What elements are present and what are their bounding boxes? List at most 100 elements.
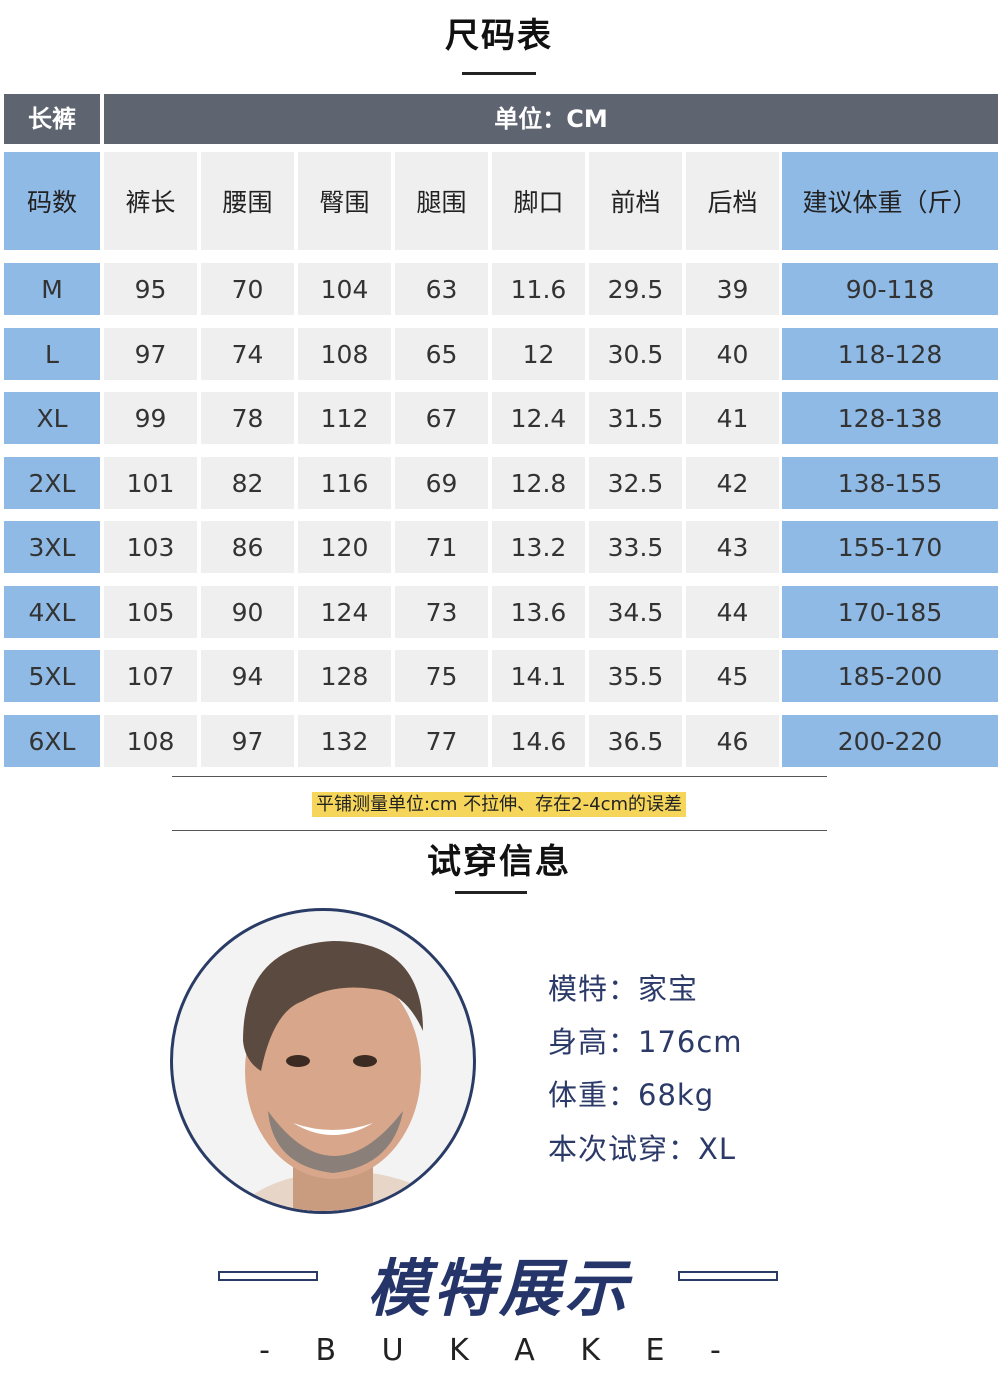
table-cell: 13.2 bbox=[492, 521, 585, 573]
table-cell: 90 bbox=[201, 586, 294, 638]
table-cell: 33.5 bbox=[589, 521, 682, 573]
page-title: 尺码表 bbox=[445, 16, 553, 56]
table-row: M 95 70 104 63 11.6 29.5 39 90-118 bbox=[4, 263, 998, 315]
table-row: XL 99 78 112 67 12.4 31.5 41 128-138 bbox=[4, 392, 998, 444]
table-cell: 132 bbox=[298, 715, 391, 767]
table-cell: 90-118 bbox=[782, 263, 998, 315]
size-cell: 2XL bbox=[4, 457, 100, 509]
table-cell: 73 bbox=[395, 586, 488, 638]
table-header-row: 码数 裤长 腰围 臀围 腿围 脚口 前档 后档 建议体重（斤） bbox=[4, 152, 998, 250]
table-row: 4XL 105 90 124 73 13.6 34.5 44 170-185 bbox=[4, 586, 998, 638]
measurement-note: 平铺测量单位:cm 不拉伸、存在2-4cm的误差 bbox=[0, 790, 998, 817]
table-cell: 12.4 bbox=[492, 392, 585, 444]
table-cell: 108 bbox=[298, 328, 391, 380]
measurement-note-text: 平铺测量单位:cm 不拉伸、存在2-4cm的误差 bbox=[311, 792, 687, 817]
table-row: 5XL 107 94 128 75 14.1 35.5 45 185-200 bbox=[4, 650, 998, 702]
table-cell: 104 bbox=[298, 263, 391, 315]
table-cell: 14.6 bbox=[492, 715, 585, 767]
column-header: 臀围 bbox=[298, 152, 391, 250]
table-cell: 43 bbox=[686, 521, 779, 573]
table-cell: 32.5 bbox=[589, 457, 682, 509]
table-cell: 105 bbox=[104, 586, 197, 638]
table-cell: 31.5 bbox=[589, 392, 682, 444]
header-separator bbox=[100, 94, 104, 144]
table-cell: 155-170 bbox=[782, 521, 998, 573]
table-cell: 12.8 bbox=[492, 457, 585, 509]
table-cell: 39 bbox=[686, 263, 779, 315]
table-row: L 97 74 108 65 12 30.5 40 118-128 bbox=[4, 328, 998, 380]
column-header: 建议体重（斤） bbox=[782, 152, 998, 250]
table-cell: 67 bbox=[395, 392, 488, 444]
brand-name: - B U K A K E - bbox=[259, 1333, 739, 1368]
table-cell: 41 bbox=[686, 392, 779, 444]
table-cell: 112 bbox=[298, 392, 391, 444]
note-divider-bottom bbox=[172, 830, 827, 831]
table-cell: 75 bbox=[395, 650, 488, 702]
column-header: 腿围 bbox=[395, 152, 488, 250]
table-cell: 185-200 bbox=[782, 650, 998, 702]
size-cell: 3XL bbox=[4, 521, 100, 573]
table-cell: 94 bbox=[201, 650, 294, 702]
model-tryon-size: 本次试穿：XL bbox=[548, 1132, 737, 1166]
column-header: 码数 bbox=[4, 152, 100, 250]
table-cell: 44 bbox=[686, 586, 779, 638]
table-cell: 42 bbox=[686, 457, 779, 509]
table-cell: 29.5 bbox=[589, 263, 682, 315]
table-cell: 63 bbox=[395, 263, 488, 315]
table-cell: 34.5 bbox=[589, 586, 682, 638]
table-cell: 120 bbox=[298, 521, 391, 573]
table-cell: 97 bbox=[104, 328, 197, 380]
table-cell: 107 bbox=[104, 650, 197, 702]
size-cell: 5XL bbox=[4, 650, 100, 702]
table-cell: 103 bbox=[104, 521, 197, 573]
table-cell: 45 bbox=[686, 650, 779, 702]
table-cell: 14.1 bbox=[492, 650, 585, 702]
decor-bar-right bbox=[678, 1271, 778, 1281]
table-cell: 101 bbox=[104, 457, 197, 509]
table-cell: 116 bbox=[298, 457, 391, 509]
table-cell: 108 bbox=[104, 715, 197, 767]
table-row: 2XL 101 82 116 69 12.8 32.5 42 138-155 bbox=[4, 457, 998, 509]
model-portrait-image bbox=[234, 941, 452, 1211]
model-avatar bbox=[170, 908, 476, 1214]
table-cell: 74 bbox=[201, 328, 294, 380]
size-cell: 4XL bbox=[4, 586, 100, 638]
table-cell: 70 bbox=[201, 263, 294, 315]
note-divider-top bbox=[172, 776, 827, 777]
table-row: 3XL 103 86 120 71 13.2 33.5 43 155-170 bbox=[4, 521, 998, 573]
table-cell: 99 bbox=[104, 392, 197, 444]
column-header: 腰围 bbox=[201, 152, 294, 250]
title-underline bbox=[462, 72, 536, 75]
table-cell: 200-220 bbox=[782, 715, 998, 767]
table-cell: 97 bbox=[201, 715, 294, 767]
size-cell: XL bbox=[4, 392, 100, 444]
model-height: 身高：176cm bbox=[548, 1025, 743, 1059]
table-cell: 35.5 bbox=[589, 650, 682, 702]
table-cell: 128 bbox=[298, 650, 391, 702]
table-cell: 13.6 bbox=[492, 586, 585, 638]
table-cell: 69 bbox=[395, 457, 488, 509]
table-category-label: 长裤 bbox=[28, 105, 76, 133]
table-cell: 65 bbox=[395, 328, 488, 380]
table-header-bar: 长裤 单位：CM bbox=[4, 94, 998, 144]
table-cell: 118-128 bbox=[782, 328, 998, 380]
column-header: 后档 bbox=[686, 152, 779, 250]
table-cell: 46 bbox=[686, 715, 779, 767]
tryon-section-title: 试穿信息 bbox=[427, 842, 571, 882]
table-cell: 82 bbox=[201, 457, 294, 509]
table-row: 6XL 108 97 132 77 14.6 36.5 46 200-220 bbox=[4, 715, 998, 767]
table-cell: 124 bbox=[298, 586, 391, 638]
table-cell: 12 bbox=[492, 328, 585, 380]
table-cell: 36.5 bbox=[589, 715, 682, 767]
table-cell: 40 bbox=[686, 328, 779, 380]
decor-bar-left bbox=[218, 1271, 318, 1281]
model-show-title: 模特展示 bbox=[366, 1252, 631, 1325]
size-cell: 6XL bbox=[4, 715, 100, 767]
table-cell: 170-185 bbox=[782, 586, 998, 638]
table-cell: 30.5 bbox=[589, 328, 682, 380]
table-cell: 95 bbox=[104, 263, 197, 315]
table-cell: 11.6 bbox=[492, 263, 585, 315]
model-weight: 体重：68kg bbox=[548, 1078, 715, 1112]
table-cell: 77 bbox=[395, 715, 488, 767]
table-cell: 138-155 bbox=[782, 457, 998, 509]
